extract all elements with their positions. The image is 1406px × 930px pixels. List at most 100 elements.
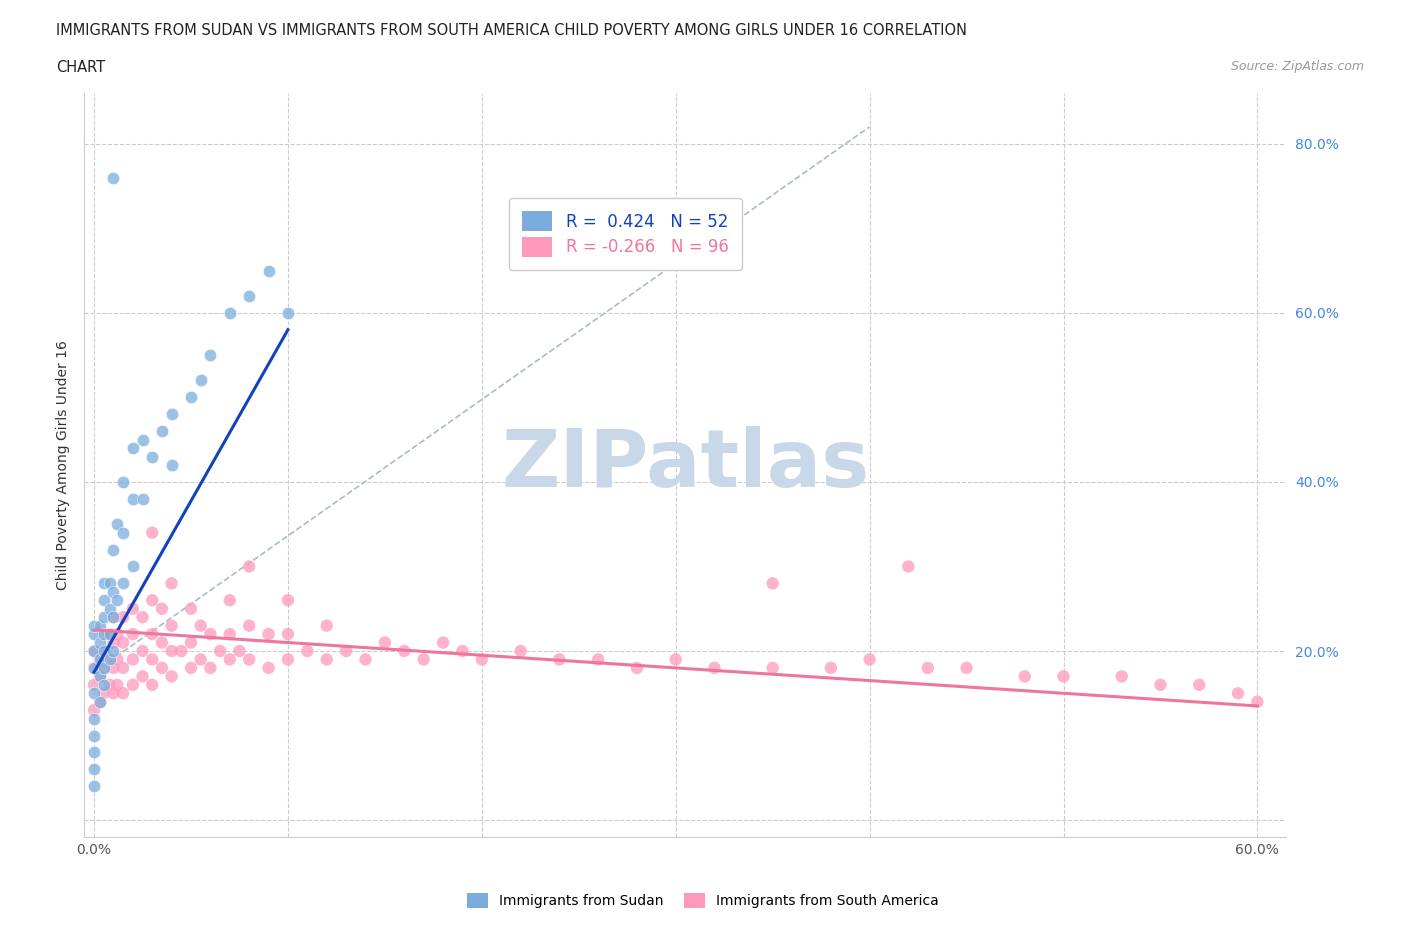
Point	[98, 627, 121, 642]
Point	[897, 559, 920, 574]
Point	[180, 390, 202, 405]
Point	[131, 669, 153, 684]
Point	[218, 652, 240, 667]
Point	[112, 576, 135, 591]
Point	[200, 627, 222, 642]
Point	[93, 660, 115, 675]
Point	[93, 627, 115, 642]
Point	[190, 618, 212, 633]
Point	[150, 635, 173, 650]
Point	[180, 635, 202, 650]
Point	[93, 685, 115, 700]
Point	[93, 644, 115, 658]
Point	[548, 652, 571, 667]
Point	[93, 627, 115, 642]
Point	[180, 660, 202, 675]
Point	[141, 592, 163, 607]
Point	[131, 432, 153, 447]
Point	[103, 584, 125, 599]
Point	[89, 635, 111, 650]
Point	[1052, 669, 1074, 684]
Point	[121, 677, 143, 692]
Point	[257, 660, 280, 675]
Point	[1149, 677, 1171, 692]
Point	[200, 348, 222, 363]
Point	[98, 602, 121, 617]
Point	[586, 652, 609, 667]
Point	[762, 660, 785, 675]
Point	[238, 288, 260, 303]
Point	[190, 373, 212, 388]
Point	[432, 635, 454, 650]
Point	[160, 669, 183, 684]
Point	[1246, 695, 1268, 710]
Point	[103, 542, 125, 557]
Point	[277, 592, 299, 607]
Point	[105, 677, 128, 692]
Point	[141, 449, 163, 464]
Point	[820, 660, 842, 675]
Point	[93, 592, 115, 607]
Point	[315, 652, 337, 667]
Point	[917, 660, 939, 675]
Point	[626, 660, 648, 675]
Point	[131, 644, 153, 658]
Point	[93, 677, 115, 692]
Point	[257, 263, 280, 278]
Point	[471, 652, 494, 667]
Point	[83, 660, 105, 675]
Point	[703, 660, 725, 675]
Point	[83, 728, 105, 743]
Point	[89, 669, 111, 684]
Legend: R =  0.424   N = 52, R = -0.266   N = 96: R = 0.424 N = 52, R = -0.266 N = 96	[509, 198, 742, 270]
Point	[160, 618, 183, 633]
Point	[1111, 669, 1133, 684]
Point	[859, 652, 882, 667]
Point	[218, 627, 240, 642]
Point	[297, 644, 319, 658]
Point	[412, 652, 434, 667]
Point	[112, 635, 135, 650]
Point	[121, 559, 143, 574]
Point	[98, 652, 121, 667]
Point	[89, 652, 111, 667]
Point	[112, 610, 135, 625]
Point	[93, 576, 115, 591]
Point	[89, 695, 111, 710]
Point	[83, 677, 105, 692]
Point	[93, 660, 115, 675]
Point	[218, 592, 240, 607]
Point	[160, 458, 183, 472]
Point	[83, 711, 105, 726]
Point	[131, 491, 153, 506]
Point	[83, 627, 105, 642]
Point	[200, 660, 222, 675]
Point	[83, 703, 105, 718]
Point	[170, 644, 193, 658]
Point	[451, 644, 474, 658]
Text: Source: ZipAtlas.com: Source: ZipAtlas.com	[1230, 60, 1364, 73]
Point	[103, 610, 125, 625]
Point	[105, 592, 128, 607]
Point	[238, 618, 260, 633]
Point	[160, 576, 183, 591]
Point	[83, 745, 105, 760]
Point	[762, 576, 785, 591]
Point	[277, 305, 299, 320]
Point	[150, 602, 173, 617]
Point	[83, 618, 105, 633]
Point	[277, 652, 299, 667]
Point	[89, 618, 111, 633]
Point	[103, 685, 125, 700]
Point	[83, 778, 105, 793]
Text: ZIPatlas: ZIPatlas	[502, 426, 869, 504]
Point	[83, 660, 105, 675]
Point	[160, 406, 183, 421]
Point	[209, 644, 232, 658]
Point	[98, 652, 121, 667]
Point	[112, 525, 135, 540]
Point	[141, 627, 163, 642]
Point	[509, 644, 531, 658]
Point	[394, 644, 416, 658]
Point	[83, 685, 105, 700]
